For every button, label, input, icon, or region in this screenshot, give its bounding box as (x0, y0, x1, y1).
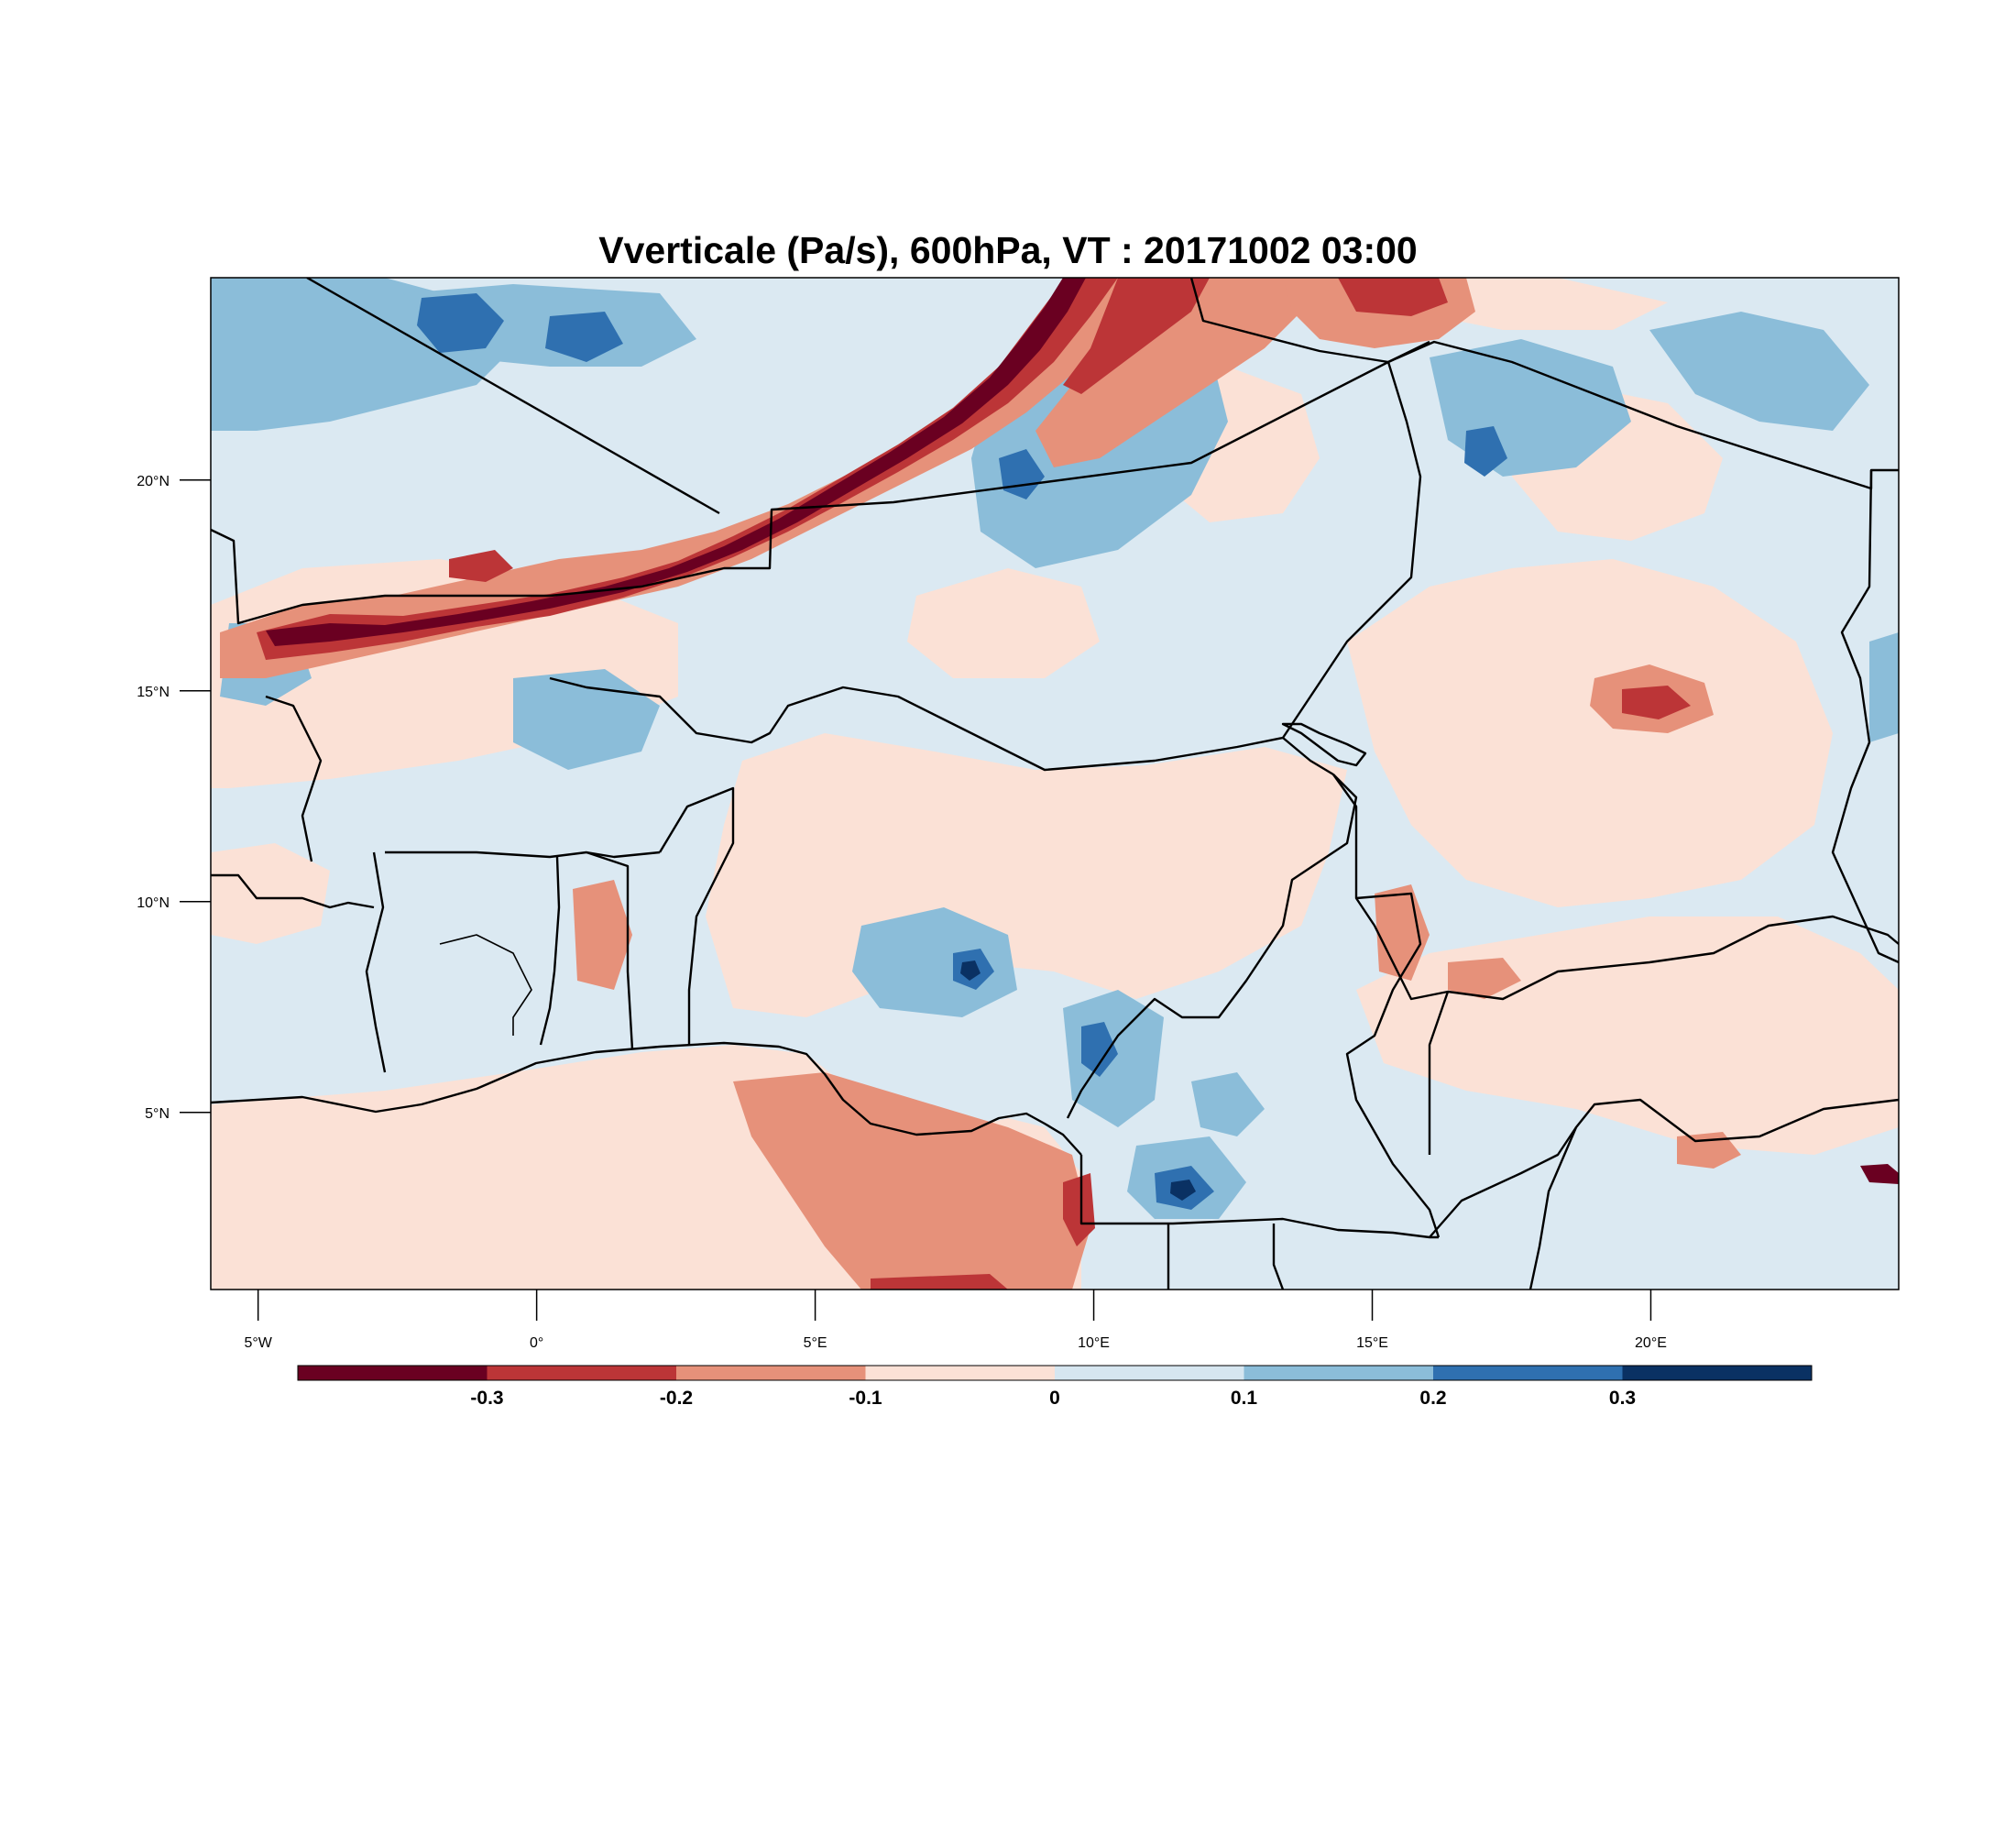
contour-pos-strong (1170, 1180, 1196, 1201)
border-line (1345, 892, 1441, 1238)
border-line (1281, 361, 1422, 776)
border-line (306, 278, 720, 515)
country-borders (211, 278, 1899, 1290)
border-line (265, 695, 323, 862)
colorbar-label: -0.3 (470, 1388, 503, 1409)
axes: 20°N 15°N 10°N 5°N 5°W 0° 5°E 10°E 15°E 20°E (137, 474, 1667, 1351)
border-line (549, 676, 1284, 772)
lon-tick-label: 5°W (244, 1335, 272, 1351)
lat-tick-label: 5°N (145, 1106, 170, 1122)
lat-tick-label: 20°N (137, 474, 170, 489)
lat-tick-label: 15°N (137, 685, 170, 700)
contour-pos-moderate (1191, 1072, 1265, 1136)
contour-pos-strong (1464, 426, 1507, 477)
contour-neg-strong (266, 278, 1086, 646)
contour-neg-strong (1860, 1164, 1899, 1184)
map-frame (210, 277, 1900, 1290)
border-line (211, 873, 375, 909)
contour-pos-moderate (1869, 632, 1899, 742)
contour-neg-strong (1338, 278, 1448, 316)
lake-outline (1281, 722, 1367, 767)
border-line (1066, 774, 1358, 1119)
colorbar-swatch (676, 1366, 866, 1380)
contour-pos-strong (417, 293, 504, 353)
border-line (1272, 1224, 1285, 1290)
contour-neg-weak (211, 843, 330, 944)
colorbar-label: 0 (1049, 1388, 1060, 1409)
colorbar-label: -0.1 (849, 1388, 882, 1409)
contour-neg-moderate (1677, 1132, 1741, 1169)
colorbar-swatch (298, 1366, 488, 1380)
contour-neg-strong (257, 278, 1118, 660)
border-line (1429, 1098, 1899, 1238)
colorbar-swatch (1433, 1366, 1623, 1380)
contour-fill (211, 278, 1899, 1290)
contour-neg-moderate (1448, 958, 1521, 999)
border-line (1332, 774, 1899, 1001)
colorbar-swatch (487, 1366, 677, 1380)
border-line (1428, 991, 1450, 1155)
lon-tick-label: 5°E (804, 1335, 827, 1351)
colorbar-swatch (1055, 1366, 1244, 1380)
contour-neg-weak (907, 568, 1100, 678)
lon-tick-label: 0° (530, 1335, 543, 1351)
contour-neg-moderate (573, 880, 632, 990)
coastline (211, 1041, 1082, 1156)
lat-tick-label: 10°N (137, 895, 170, 911)
contour-neg-moderate (1375, 884, 1430, 981)
border-line (1831, 469, 1899, 964)
contour-neg-moderate (733, 1072, 1090, 1290)
border-line (1079, 1155, 1439, 1239)
colorbar-swatch (1622, 1366, 1813, 1380)
contour-neg-weak (1347, 559, 1833, 907)
border-line (385, 851, 661, 859)
border-line (539, 856, 561, 1046)
border-line (1528, 1126, 1578, 1290)
lon-tick-label: 15°E (1356, 1335, 1388, 1351)
contour-neg-strong (1622, 686, 1691, 719)
border-line (365, 851, 387, 1073)
contour-neg-strong (1063, 1173, 1095, 1246)
contour-neg-strong (871, 1274, 1008, 1290)
contour-neg-strong (449, 550, 513, 582)
lake-outline (439, 934, 532, 1036)
colorbar-swatch (1244, 1366, 1434, 1380)
colorbar: -0.3 -0.2 -0.1 0 0.1 0.2 0.3 (297, 1365, 1813, 1409)
colorbar-label: 0.1 (1231, 1388, 1258, 1409)
colorbar-label: 0.2 (1419, 1388, 1446, 1409)
border-line (586, 851, 634, 1050)
colorbar-swatch (865, 1366, 1056, 1380)
border-line (658, 786, 735, 1045)
contour-neg-moderate (1035, 278, 1301, 467)
colorbar-label: -0.2 (660, 1388, 693, 1409)
contour-neg-strong (1063, 278, 1210, 394)
contour-pos-strong (1081, 1022, 1118, 1077)
contour-pos-strong (545, 312, 623, 362)
border-line (211, 340, 1430, 625)
lon-tick-label: 10°E (1078, 1335, 1110, 1351)
lon-tick-label: 20°E (1635, 1335, 1667, 1351)
contour-pos-moderate (1649, 312, 1869, 431)
contour-pos-strong (960, 960, 981, 981)
map-panel: 20°N 15°N 10°N 5°N 5°W 0° 5°E 10°E 15°E 20°E (137, 277, 1900, 1351)
map-title: Vverticale (Pa/s), 600hPa, VT : 20171002… (598, 229, 1418, 271)
colorbar-frame (297, 1365, 1813, 1381)
colorbar-label: 0.3 (1609, 1388, 1636, 1409)
contour-pos-moderate (513, 669, 660, 770)
